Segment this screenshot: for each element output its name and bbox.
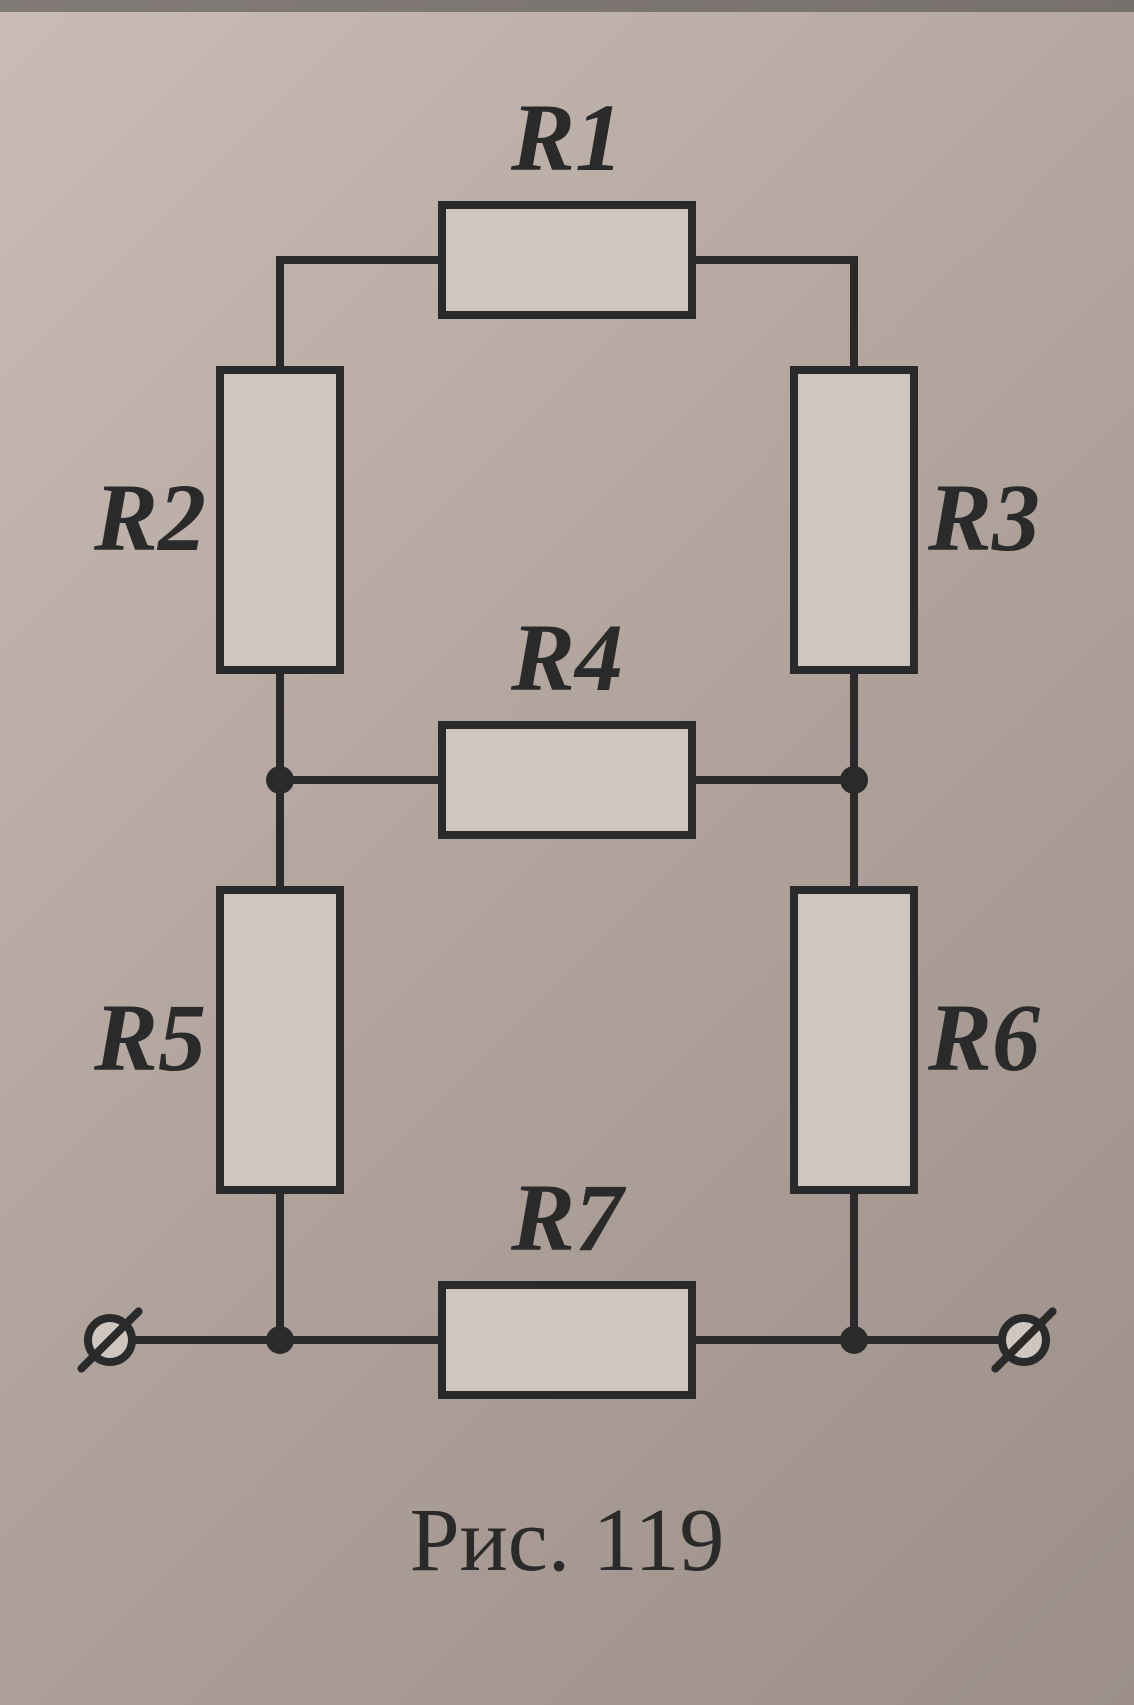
terminal-0 — [81, 1311, 138, 1368]
resistor-label-r4: R4 — [510, 604, 623, 711]
junction-2 — [266, 1326, 294, 1354]
junction-1 — [840, 766, 868, 794]
circuit-diagram: R1 R2 R3 R4 R5 R6 R7 Рис. 119 — [0, 0, 1134, 1705]
resistor-r6: R6 — [794, 890, 1040, 1190]
resistor-label-r6: R6 — [927, 984, 1040, 1091]
resistor-r5: R5 — [93, 890, 340, 1190]
resistor-body-r3 — [794, 370, 914, 670]
terminal-1 — [995, 1311, 1052, 1368]
resistors-layer: R1 R2 R3 R4 R5 R6 R7 — [93, 84, 1040, 1395]
resistor-body-r4 — [442, 725, 692, 835]
resistor-label-r1: R1 — [510, 84, 623, 191]
page: R1 R2 R3 R4 R5 R6 R7 Рис. 119 — [0, 0, 1134, 1705]
resistor-label-r2: R2 — [93, 464, 206, 571]
resistor-label-r7: R7 — [510, 1164, 627, 1271]
resistor-body-r6 — [794, 890, 914, 1190]
resistor-r7: R7 — [442, 1164, 692, 1395]
figure-caption: Рис. 119 — [410, 1491, 725, 1590]
resistor-r2: R2 — [93, 370, 340, 670]
junction-0 — [266, 766, 294, 794]
resistor-r3: R3 — [794, 370, 1040, 670]
resistor-r4: R4 — [442, 604, 692, 835]
resistor-body-r2 — [220, 370, 340, 670]
resistor-label-r5: R5 — [93, 984, 206, 1091]
resistor-body-r7 — [442, 1285, 692, 1395]
top-border — [0, 0, 1134, 12]
resistor-body-r5 — [220, 890, 340, 1190]
resistor-label-r3: R3 — [927, 464, 1040, 571]
resistor-body-r1 — [442, 205, 692, 315]
junction-3 — [840, 1326, 868, 1354]
resistor-r1: R1 — [442, 84, 692, 315]
